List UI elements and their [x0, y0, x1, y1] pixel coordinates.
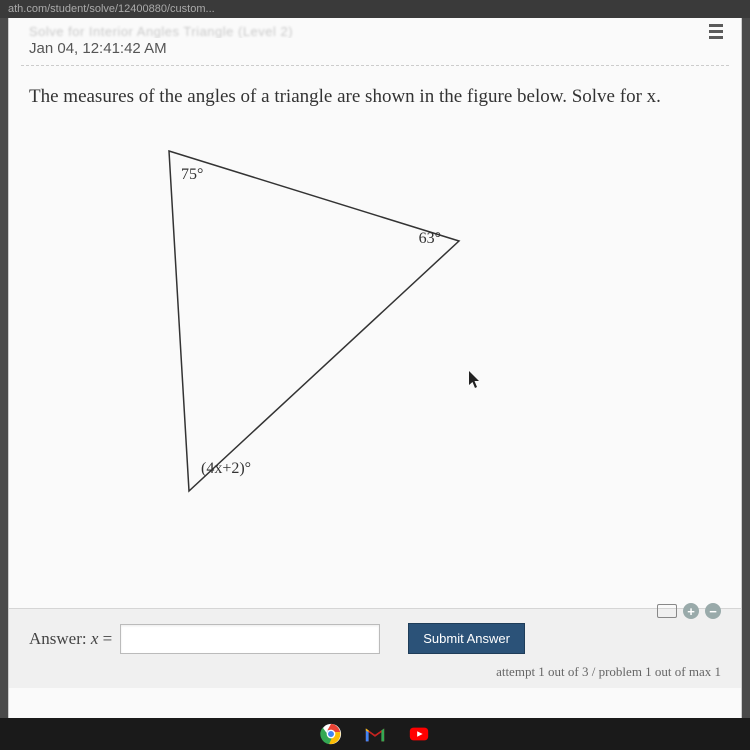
mouse-cursor-icon [469, 371, 481, 389]
chrome-icon[interactable] [320, 723, 342, 745]
triangle-shape [169, 151, 459, 491]
url-fragment: ath.com/student/solve/12400880/custom... [8, 3, 215, 15]
youtube-icon[interactable] [408, 723, 430, 745]
triangle-figure: 75° 63° (4x+2)° [29, 131, 721, 531]
zoom-in-icon[interactable]: + [683, 603, 699, 619]
main-window: Solve for Interior Angles Triangle (Leve… [8, 18, 742, 718]
breadcrumb: Solve for Interior Angles Triangle (Leve… [9, 18, 741, 38]
timestamp: Jan 04, 12:41:42 AM [9, 38, 741, 65]
angle-label-top-left: 75° [181, 166, 203, 183]
answer-input[interactable] [120, 624, 380, 654]
toolbar-icons: + − [657, 603, 721, 619]
angle-label-right: 63° [419, 230, 441, 247]
gmail-icon[interactable] [364, 723, 386, 745]
submit-answer-button[interactable]: Submit Answer [408, 623, 525, 654]
answer-bar: + − Answer: x = Submit Answer attempt 1 … [9, 608, 741, 688]
menu-icon[interactable] [709, 24, 723, 38]
zoom-out-icon[interactable]: − [705, 603, 721, 619]
keyboard-icon[interactable] [657, 604, 677, 618]
question-text: The measures of the angles of a triangle… [9, 66, 741, 121]
triangle-svg: 75° 63° (4x+2)° [129, 131, 509, 531]
attempt-counter: attempt 1 out of 3 / problem 1 out of ma… [29, 664, 721, 680]
taskbar [0, 718, 750, 750]
angle-label-bottom: (4x+2)° [201, 460, 251, 477]
answer-label: Answer: x = [29, 629, 112, 649]
browser-url-bar: ath.com/student/solve/12400880/custom... [0, 0, 750, 18]
